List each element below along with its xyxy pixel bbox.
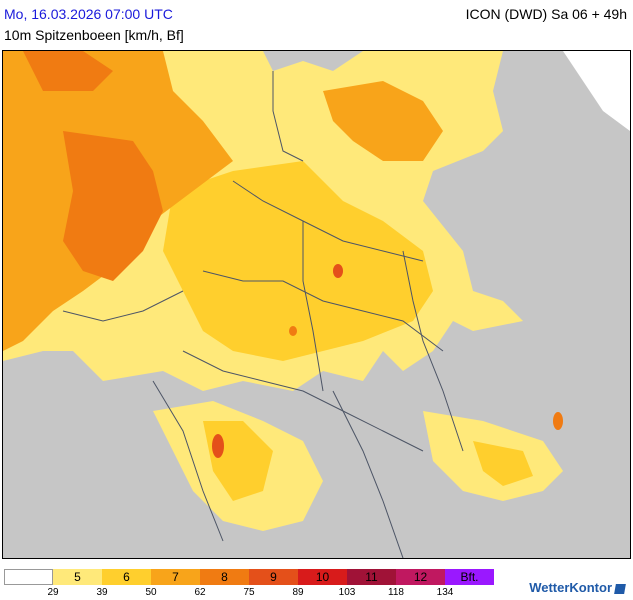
legend-tick-label: 75 <box>243 587 255 598</box>
sea-area-baltic-white <box>563 51 630 131</box>
legend-swatch: 6 <box>102 569 151 585</box>
legend-swatch: 9 <box>249 569 298 585</box>
legend-tick-label: 103 <box>338 587 356 598</box>
legend-tick-label: 118 <box>388 587 404 598</box>
gust-hotspot-3 <box>553 412 563 430</box>
gust-area-bf7-north <box>23 51 113 91</box>
legend-swatch <box>4 569 53 585</box>
gust-area-alps-east-inner <box>473 441 533 486</box>
legend-swatch: 10 <box>298 569 347 585</box>
legend-swatch: 12 <box>396 569 445 585</box>
legend-tick-label: 39 <box>96 587 108 598</box>
legend-tick-label: 50 <box>145 587 157 598</box>
legend-swatch: 11 <box>347 569 396 585</box>
legend-swatch: 8 <box>200 569 249 585</box>
legend-tick-label: 134 <box>436 587 454 598</box>
logo-mark-icon <box>614 583 626 594</box>
gust-hotspot-4 <box>289 326 297 336</box>
legend-tick-label: 89 <box>292 587 304 598</box>
legend-tick-label: 29 <box>47 587 59 598</box>
model-run-label: ICON (DWD) Sa 06 + 49h <box>465 6 627 22</box>
gust-area-bf6 <box>163 161 433 361</box>
legend-swatch: 5 <box>53 569 102 585</box>
legend-tick-label: 62 <box>194 587 206 598</box>
parameter-title: 10m Spitzenboeen [km/h, Bf] <box>4 27 184 43</box>
forecast-valid-time: Mo, 16.03.2026 07:00 UTC <box>4 6 173 22</box>
gust-hotspot-1 <box>212 434 224 458</box>
legend-swatch: 7 <box>151 569 200 585</box>
logo-text: WetterKontor <box>529 580 612 595</box>
gust-area-baltic <box>323 81 443 161</box>
gust-area-bf8 <box>63 131 163 281</box>
map-canvas <box>3 51 630 558</box>
legend-swatch: Bft. <box>445 569 494 585</box>
gust-forecast-map <box>2 50 631 559</box>
gust-hotspot-2 <box>333 264 343 278</box>
wetterkontor-logo: WetterKontor <box>529 580 626 595</box>
country-borders <box>62 71 464 558</box>
